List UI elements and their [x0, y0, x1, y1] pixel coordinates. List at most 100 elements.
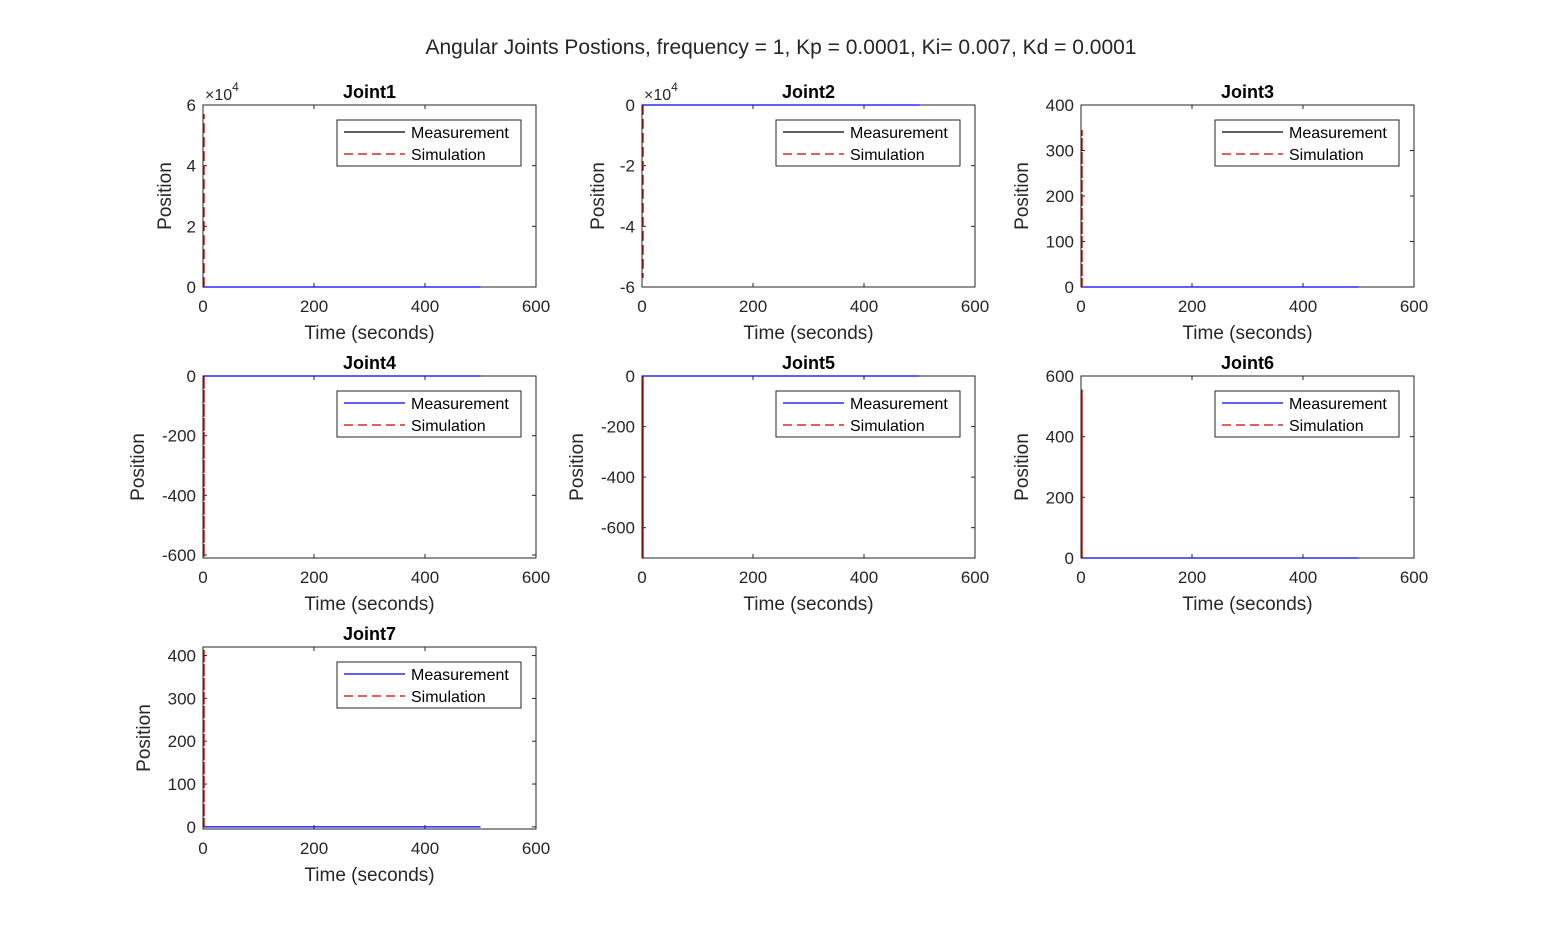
- y-tick-label: 200: [1046, 488, 1074, 507]
- y-exponent-base: ×10: [205, 87, 232, 104]
- subplot-title: Joint2: [782, 82, 835, 102]
- legend-box: [336, 661, 522, 709]
- legend-entry: Simulation: [411, 418, 486, 435]
- x-tick-label: 0: [198, 568, 207, 587]
- y-tick-label: 0: [187, 367, 196, 386]
- y-axis-label: Position: [134, 704, 155, 772]
- y-tick-label: 300: [168, 689, 196, 708]
- y-tick-label: 0: [1065, 278, 1074, 297]
- y-exponent-label: ×104: [644, 80, 678, 104]
- subplot-title: Joint7: [343, 624, 396, 644]
- x-tick-label: 400: [850, 568, 878, 587]
- x-tick-label: 0: [637, 297, 646, 316]
- legend-box: [336, 119, 522, 167]
- figure-title: Angular Joints Postions, frequency = 1, …: [426, 36, 1137, 59]
- y-tick-label: 0: [187, 278, 196, 297]
- y-exponent-power: 4: [671, 80, 678, 94]
- x-tick-label: 0: [198, 297, 207, 316]
- y-tick-label: 4: [187, 157, 196, 176]
- x-tick-label: 0: [637, 568, 646, 587]
- subplot-joint3: 0 200 400 600 0 100 200 300 400 Joint3 Time (secon…: [1012, 82, 1428, 344]
- subplot-joint2: 0 200 400 600 -6 -4 -2 0 ×104 Joint2 Time (seconds…: [588, 80, 989, 344]
- x-tick-label: 600: [961, 297, 989, 316]
- y-exponent-base: ×10: [644, 87, 671, 104]
- x-axis-label: Time (seconds): [1182, 323, 1312, 344]
- x-tick-label: 400: [1289, 297, 1317, 316]
- legend-box: [775, 390, 961, 438]
- x-tick-label: 400: [1289, 568, 1317, 587]
- x-tick-label: 0: [1076, 568, 1085, 587]
- legend: Measurement Simulation: [336, 119, 522, 167]
- y-tick-label: 400: [168, 647, 196, 666]
- legend-entry: Measurement: [411, 396, 509, 413]
- x-axis-label: Time (seconds): [304, 865, 434, 886]
- legend-box: [336, 390, 522, 438]
- subplot-title: Joint5: [782, 353, 835, 373]
- y-tick-label: 2: [187, 217, 196, 236]
- x-tick-label: 600: [961, 568, 989, 587]
- x-tick-label: 0: [198, 839, 207, 858]
- x-tick-label: 0: [1076, 297, 1085, 316]
- legend: Measurement Simulation: [1214, 119, 1400, 167]
- y-axis-label: Position: [1012, 433, 1033, 501]
- y-tick-label: 100: [168, 775, 196, 794]
- y-axis-label: Position: [1012, 162, 1033, 230]
- y-tick-label: 200: [1046, 187, 1074, 206]
- x-tick-label: 200: [1178, 568, 1206, 587]
- legend-entry: Simulation: [1289, 418, 1364, 435]
- y-tick-label: -200: [162, 427, 196, 446]
- y-tick-label: -400: [162, 486, 196, 505]
- legend-box: [1214, 390, 1400, 438]
- x-tick-label: 200: [300, 297, 328, 316]
- y-tick-label: -400: [601, 468, 635, 487]
- plot-area: [642, 104, 920, 278]
- subplot-title: Joint3: [1221, 82, 1274, 102]
- subplot-joint6: 0 200 400 600 0 200 400 600 Joint6 Time (seconds)…: [1012, 353, 1428, 615]
- x-tick-label: 200: [739, 568, 767, 587]
- subplot-title: Joint6: [1221, 353, 1274, 373]
- legend: Measurement Simulation: [1214, 390, 1400, 438]
- legend-entry: Measurement: [1289, 125, 1387, 142]
- x-tick-label: 400: [850, 297, 878, 316]
- legend-box: [775, 119, 961, 167]
- x-tick-label: 600: [522, 297, 550, 316]
- y-tick-label: -600: [162, 546, 196, 565]
- x-axis-label: Time (seconds): [304, 594, 434, 615]
- legend-entry: Simulation: [850, 418, 925, 435]
- x-tick-label: 600: [522, 839, 550, 858]
- legend: Measurement Simulation: [775, 119, 961, 167]
- plot-area: [203, 375, 481, 558]
- y-tick-label: 6: [187, 96, 196, 115]
- x-tick-label: 200: [300, 839, 328, 858]
- y-tick-label: -600: [601, 519, 635, 538]
- x-tick-label: 600: [522, 568, 550, 587]
- x-tick-label: 600: [1400, 568, 1428, 587]
- y-tick-label: 100: [1046, 233, 1074, 252]
- y-tick-label: 400: [1046, 428, 1074, 447]
- legend-entry: Measurement: [850, 125, 948, 142]
- subplot-title: Joint4: [343, 353, 396, 373]
- y-tick-label: 0: [626, 367, 635, 386]
- y-tick-label: 600: [1046, 367, 1074, 386]
- y-tick-label: 200: [168, 732, 196, 751]
- x-axis-label: Time (seconds): [743, 594, 873, 615]
- subplot-joint4: 0 200 400 600 -600 -400 -200 0 Joint4 Time (secon…: [128, 353, 550, 615]
- plot-area: [1081, 389, 1359, 559]
- x-axis-label: Time (seconds): [304, 323, 434, 344]
- y-axis-label: Position: [588, 162, 609, 230]
- legend-entry: Measurement: [411, 667, 509, 684]
- y-tick-label: -200: [601, 418, 635, 437]
- legend-entry: Measurement: [1289, 396, 1387, 413]
- legend-entry: Simulation: [411, 689, 486, 706]
- y-axis-label: Position: [567, 433, 588, 501]
- y-tick-label: 300: [1046, 142, 1074, 161]
- x-tick-label: 400: [411, 297, 439, 316]
- y-tick-label: 400: [1046, 96, 1074, 115]
- y-exponent-label: ×104: [205, 80, 239, 104]
- legend: Measurement Simulation: [336, 661, 522, 709]
- x-tick-label: 400: [411, 839, 439, 858]
- legend-entry: Measurement: [411, 125, 509, 142]
